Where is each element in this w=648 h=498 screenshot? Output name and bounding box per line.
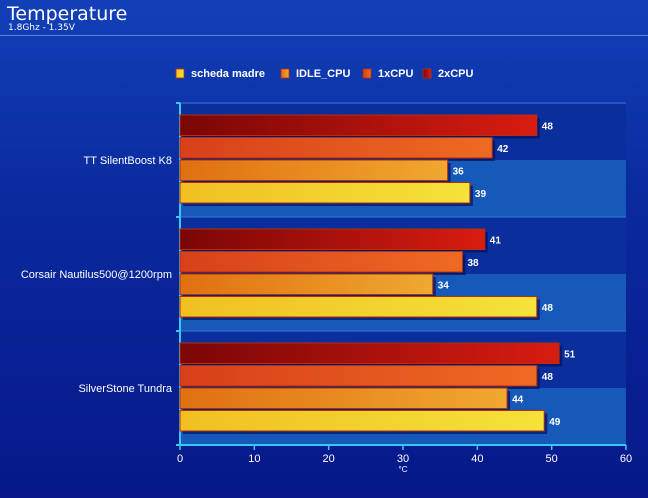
data-label: 49	[549, 417, 561, 428]
header-divider	[0, 35, 648, 36]
data-label: 51	[564, 349, 576, 360]
data-label: 36	[453, 166, 465, 177]
x-axis-label: °C	[399, 465, 408, 474]
data-label: 34	[438, 280, 450, 291]
data-label: 42	[497, 144, 509, 155]
bar-2xcpu	[179, 228, 486, 250]
legend-label: IDLE_CPU	[296, 68, 350, 80]
data-label: 39	[475, 189, 487, 200]
category-label: SilverStone Tundra	[78, 383, 172, 395]
bar-2xcpu	[179, 342, 560, 364]
legend-label: 1xCPU	[378, 68, 414, 80]
data-label: 38	[467, 258, 479, 269]
bar-scheda-madre	[179, 296, 538, 318]
data-label: 44	[512, 394, 524, 405]
category-label: Corsair Nautilus500@1200rpm	[21, 269, 172, 281]
legend-swatch-idle-cpu	[280, 68, 290, 79]
bar-1xcpu	[179, 137, 493, 159]
x-tick-label: 30	[397, 453, 409, 465]
x-tick-label: 50	[546, 453, 558, 465]
bar-idle-cpu	[179, 273, 434, 295]
x-tick-label: 60	[620, 453, 632, 465]
data-label: 48	[542, 121, 554, 132]
data-label: 41	[490, 235, 502, 246]
legend-label: 2xCPU	[438, 68, 474, 80]
x-tick-label: 20	[323, 453, 335, 465]
bar-scheda-madre	[179, 410, 545, 432]
chart-title: Temperature	[7, 3, 128, 25]
bar-1xcpu	[179, 365, 538, 387]
data-label: 48	[542, 303, 554, 314]
bar-idle-cpu	[179, 387, 508, 409]
bar-2xcpu	[179, 114, 538, 136]
data-label: 48	[542, 372, 554, 383]
x-tick-label: 10	[248, 453, 260, 465]
bar-1xcpu	[179, 251, 463, 273]
legend-swatch-2xcpu	[422, 68, 432, 79]
chart-subtitle: 1.8Ghz - 1.35V	[8, 23, 75, 33]
x-tick-label: 40	[471, 453, 483, 465]
legend-label: scheda madre	[191, 68, 265, 80]
bar-scheda-madre	[179, 182, 471, 204]
category-label: TT SilentBoost K8	[84, 155, 172, 167]
bar-idle-cpu	[179, 159, 449, 181]
legend-swatch-scheda-madre	[175, 68, 185, 79]
x-tick-label: 0	[177, 453, 183, 465]
legend-swatch-1xcpu	[362, 68, 372, 79]
